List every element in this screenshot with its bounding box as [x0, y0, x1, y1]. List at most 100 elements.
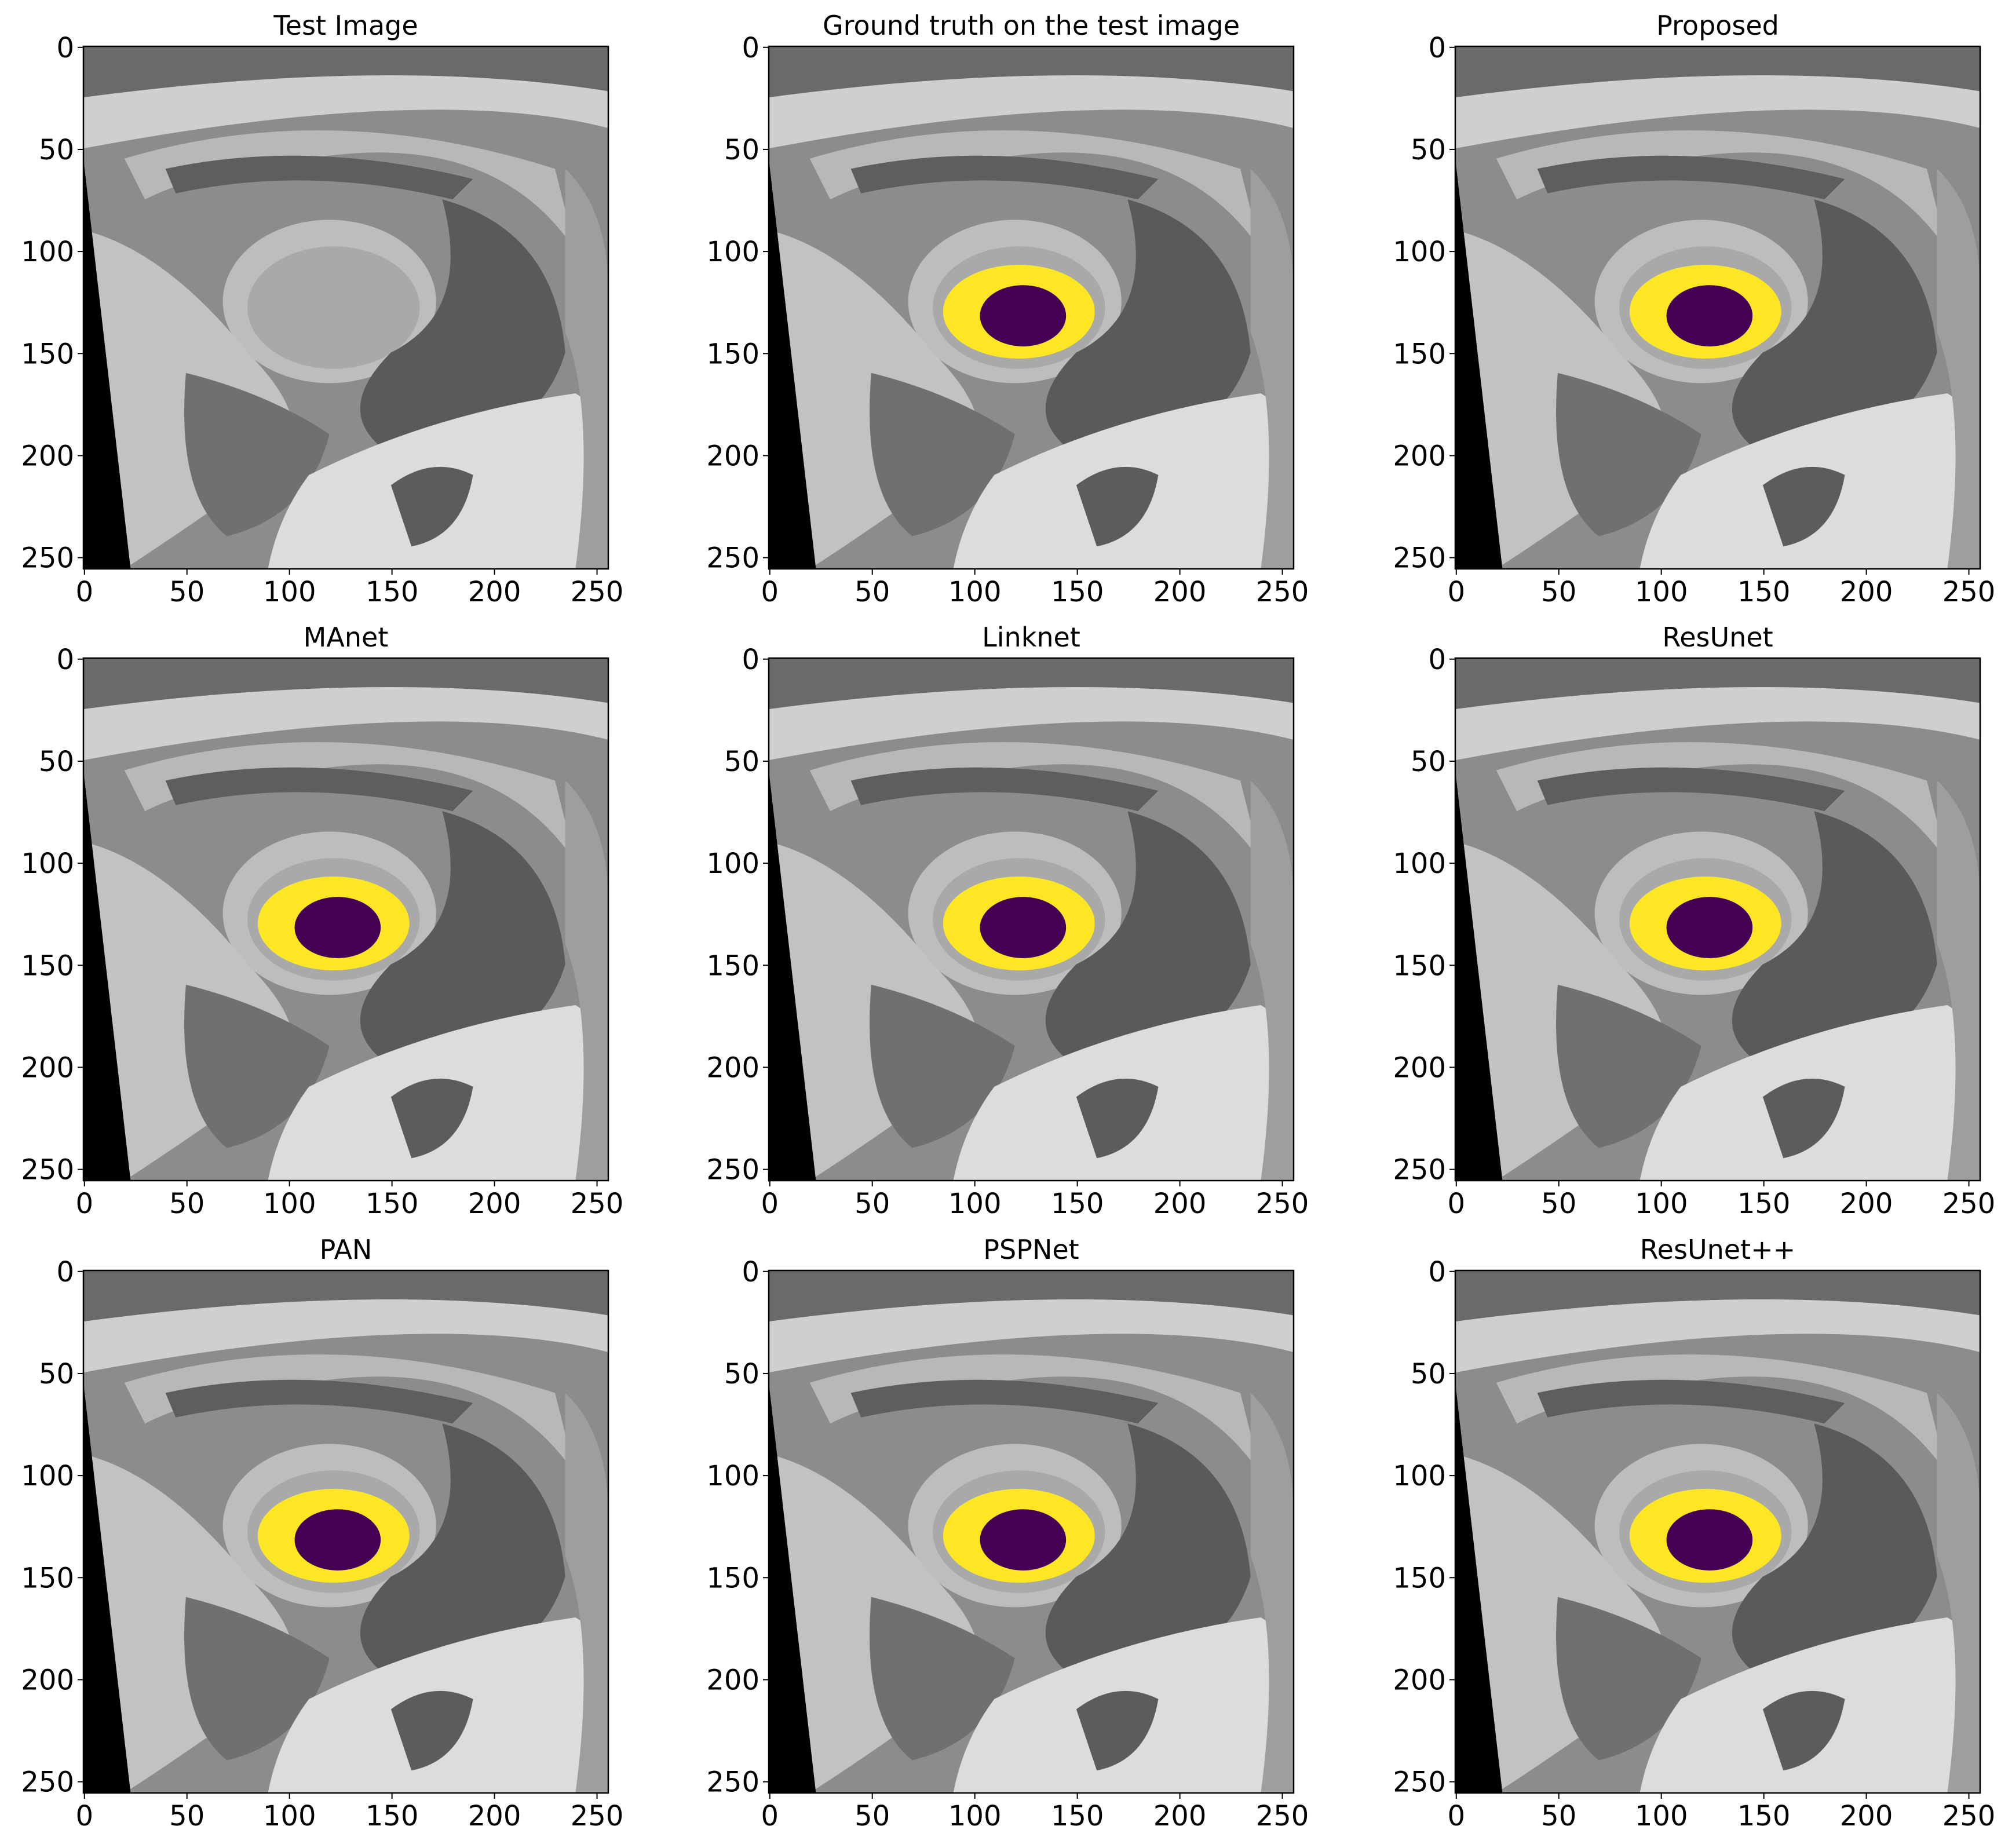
- y-tick-label: 100: [1393, 236, 1446, 268]
- x-tick-label: 0: [761, 1800, 779, 1832]
- y-tick-label: 100: [706, 848, 759, 880]
- x-tick-label: 150: [366, 1188, 419, 1220]
- y-tick-label: 200: [21, 440, 74, 472]
- x-tick-label: 250: [1942, 576, 1996, 608]
- y-tick-label: 100: [706, 236, 759, 268]
- segmentation-cavity: [980, 285, 1067, 346]
- y-tick-label: 250: [706, 1154, 759, 1186]
- x-tick-label: 100: [948, 1188, 1002, 1220]
- mri-image: [83, 658, 608, 1181]
- x-tick-label: 150: [1737, 1188, 1791, 1220]
- segmentation-cavity: [294, 1509, 381, 1571]
- x-tick-label: 200: [468, 1800, 521, 1832]
- y-tick-label: 50: [39, 746, 74, 778]
- y-tick-label: 200: [706, 440, 759, 472]
- x-tick-label: 250: [571, 1188, 624, 1220]
- axes-frame: [768, 1269, 1295, 1794]
- y-tick-label: 0: [56, 32, 74, 64]
- y-tick-label: 100: [1393, 848, 1446, 880]
- x-tick-label: 50: [169, 1188, 205, 1220]
- y-tick-label: 0: [742, 644, 759, 676]
- y-tick-label: 250: [1393, 542, 1446, 575]
- mri-image: [769, 1270, 1294, 1793]
- axes-frame: [82, 45, 609, 570]
- x-tick-label: 0: [761, 1188, 779, 1220]
- x-tick-label: 200: [1153, 1188, 1207, 1220]
- y-tick-label: 50: [1411, 1358, 1446, 1390]
- y-tick-label: 200: [1393, 1051, 1446, 1084]
- y-tick-label: 150: [21, 338, 74, 370]
- y-tick-label: 100: [21, 236, 74, 268]
- x-tick-label: 200: [468, 576, 521, 608]
- y-tick-label: 250: [706, 542, 759, 575]
- y-tick-label: 200: [21, 1051, 74, 1084]
- y-tick-label: 0: [56, 644, 74, 676]
- axes-frame: [1454, 657, 1981, 1182]
- y-tick-label: 0: [1428, 1256, 1446, 1288]
- y-tick-label: 0: [1428, 32, 1446, 64]
- y-tick-label: 250: [706, 1766, 759, 1799]
- panel-title: PAN: [320, 1234, 373, 1265]
- x-tick-label: 50: [169, 576, 205, 608]
- x-tick-label: 150: [1051, 1800, 1104, 1832]
- x-tick-label: 150: [366, 576, 419, 608]
- segmentation-cavity: [294, 897, 381, 958]
- x-tick-label: 250: [1942, 1188, 1996, 1220]
- x-tick-label: 0: [1447, 1188, 1465, 1220]
- x-tick-label: 250: [1256, 576, 1309, 608]
- y-tick-label: 150: [706, 1562, 759, 1594]
- y-tick-label: 150: [1393, 338, 1446, 370]
- x-tick-label: 100: [948, 576, 1002, 608]
- x-tick-label: 100: [263, 1800, 316, 1832]
- y-tick-label: 150: [1393, 949, 1446, 982]
- y-tick-label: 0: [742, 32, 759, 64]
- x-tick-label: 150: [1051, 1188, 1104, 1220]
- y-tick-label: 50: [39, 134, 74, 166]
- mri-image: [83, 1270, 608, 1793]
- panel-title: ResUnet: [1662, 622, 1773, 653]
- mri-image: [1455, 658, 1980, 1181]
- y-tick-label: 0: [1428, 644, 1446, 676]
- mri-image: [1455, 46, 1980, 569]
- x-tick-label: 250: [571, 576, 624, 608]
- axes-frame: [1454, 45, 1981, 570]
- segmentation-cavity: [1666, 1509, 1753, 1571]
- y-tick-label: 0: [742, 1256, 759, 1288]
- y-tick-label: 150: [1393, 1562, 1446, 1594]
- x-tick-label: 0: [75, 576, 93, 608]
- y-tick-label: 200: [21, 1664, 74, 1696]
- x-tick-label: 0: [1447, 1800, 1465, 1832]
- x-tick-label: 100: [948, 1800, 1002, 1832]
- y-tick-label: 200: [706, 1664, 759, 1696]
- x-tick-label: 50: [1541, 1800, 1576, 1832]
- y-tick-label: 150: [21, 1562, 74, 1594]
- segmentation-cavity: [1666, 897, 1753, 958]
- y-tick-label: 200: [706, 1051, 759, 1084]
- x-tick-label: 50: [1541, 1188, 1576, 1220]
- x-tick-label: 50: [855, 576, 890, 608]
- y-tick-label: 100: [21, 1460, 74, 1492]
- y-tick-label: 250: [1393, 1154, 1446, 1186]
- x-tick-label: 50: [855, 1188, 890, 1220]
- y-tick-label: 50: [724, 134, 759, 166]
- segmentation-cavity: [980, 1509, 1067, 1571]
- mri-image: [769, 658, 1294, 1181]
- x-tick-label: 200: [1153, 1800, 1207, 1832]
- image-panel: Ground truth on the test image 0 50 100 150 2…: [706, 10, 1309, 608]
- x-tick-label: 100: [1635, 1188, 1688, 1220]
- y-tick-label: 50: [1411, 746, 1446, 778]
- axes-frame: [768, 45, 1295, 570]
- x-tick-label: 200: [1840, 1188, 1893, 1220]
- x-tick-label: 200: [1840, 576, 1893, 608]
- y-tick-label: 250: [1393, 1766, 1446, 1799]
- panel-title: ResUnet++: [1640, 1234, 1795, 1265]
- x-tick-label: 0: [75, 1800, 93, 1832]
- y-tick-label: 200: [1393, 1664, 1446, 1696]
- y-tick-label: 50: [39, 1358, 74, 1390]
